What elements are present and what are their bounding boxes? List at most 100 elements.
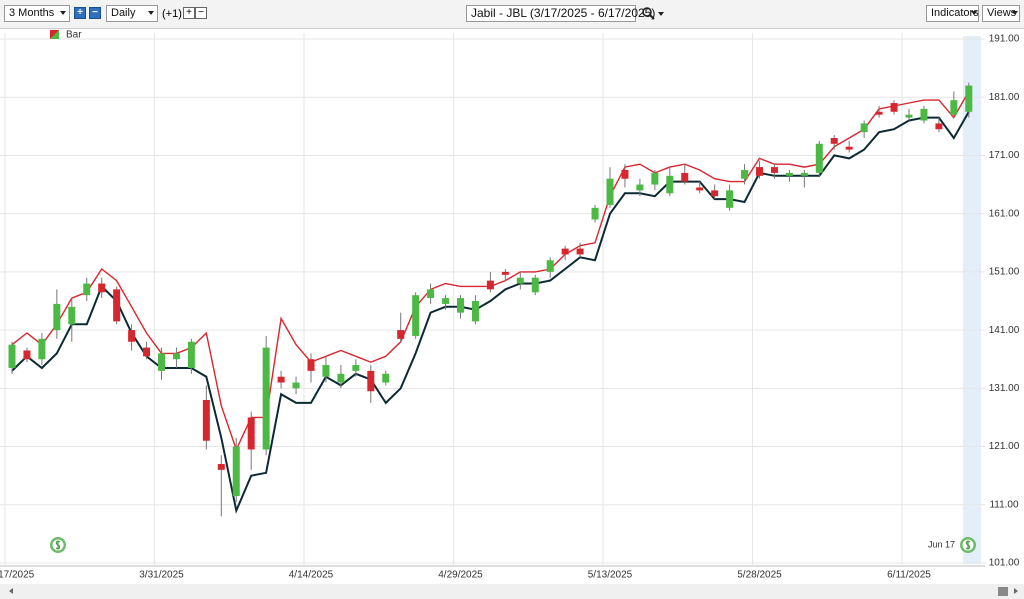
scrollbar[interactable] (0, 584, 1024, 599)
candle-body (935, 123, 943, 130)
scroll-left[interactable] (9, 588, 13, 594)
candle-body (143, 347, 151, 357)
current-day-shade (963, 36, 981, 564)
x-tick-label: 5/13/2025 (588, 570, 633, 581)
candle-body (711, 190, 719, 197)
candle-body (621, 170, 629, 179)
candle-body (666, 175, 674, 194)
candle-body (247, 417, 255, 450)
candle-body (591, 207, 599, 220)
candle-body (770, 167, 778, 173)
toolbar: 3 Months + − Daily (+1) + − Jabil - JBL … (0, 0, 1024, 29)
band-line (11, 111, 970, 514)
indicators-button[interactable]: Indicators (926, 5, 979, 22)
candle-body (965, 85, 973, 112)
candle-body (950, 100, 958, 115)
candle-body (172, 353, 180, 360)
candle-body (501, 271, 509, 275)
candle-body (98, 283, 106, 293)
candle-body (756, 167, 763, 176)
candle-body (785, 172, 793, 176)
candle-body (800, 172, 808, 176)
y-tick-label: 101.00 (989, 558, 1020, 569)
symbol-label: Jabil - JBL (3/17/2025 - 6/17/2025) (471, 6, 656, 20)
candle-body (292, 382, 300, 389)
candle-body (681, 172, 689, 182)
candle-body (457, 298, 464, 313)
candle-body (920, 108, 928, 121)
candle-body (427, 289, 435, 299)
candle-body (38, 338, 46, 360)
zoom-out[interactable]: − (89, 7, 101, 19)
candle-body (561, 248, 569, 255)
candle-body (905, 114, 913, 118)
candle-body (636, 184, 644, 191)
legend-icon-down (50, 30, 59, 39)
candle-body (8, 344, 16, 368)
y-tick-label: 121.00 (989, 441, 1020, 452)
candle-body (158, 353, 165, 371)
candle-body (277, 376, 285, 383)
x-tick-label: 4/14/2025 (289, 570, 334, 581)
candle-body (875, 111, 883, 115)
candle-body (83, 283, 91, 296)
scroll-right[interactable] (1014, 588, 1018, 594)
period-select[interactable]: 3 Months (4, 5, 70, 22)
candle-body (845, 146, 853, 150)
interval-label: Daily (111, 7, 136, 19)
plot-bg (0, 29, 1024, 582)
indicators-label: Indicators (931, 7, 979, 19)
candle-body (68, 306, 76, 325)
candle-body (860, 123, 868, 133)
x-tick-label: 6/11/2025 (887, 570, 931, 581)
candle-body (113, 289, 121, 322)
y-tick-label: 161.00 (989, 208, 1020, 219)
y-tick-label: 171.00 (989, 150, 1020, 161)
candle-body (442, 298, 450, 304)
candle-body (352, 365, 360, 371)
candle-body (531, 277, 539, 293)
dividend-icon (50, 537, 66, 553)
candle-body (382, 373, 390, 383)
candle-body (471, 301, 479, 322)
candle-body (23, 350, 31, 360)
offset-minus[interactable]: − (195, 7, 207, 19)
dividend-icon (960, 537, 976, 553)
candle-body (516, 277, 524, 284)
interval-select[interactable]: Daily (106, 5, 158, 22)
candle-body (367, 370, 375, 392)
candle-body (128, 330, 136, 342)
candle-body (486, 280, 494, 290)
y-tick-label: 111.00 (989, 499, 1019, 510)
candle-body (830, 137, 838, 144)
candle-body (232, 446, 240, 497)
zoom-in[interactable]: + (74, 7, 86, 19)
candle-body (726, 190, 734, 208)
cursor-label: Jun 17 (928, 539, 955, 549)
candle-body (815, 143, 823, 173)
candle-body (412, 295, 420, 336)
x-tick-label: 4/29/2025 (438, 570, 483, 581)
candle-body (53, 303, 61, 331)
candle-body (202, 399, 210, 441)
candle-body (546, 260, 554, 272)
views-button[interactable]: Views (982, 5, 1020, 22)
candle-body (576, 248, 584, 255)
y-tick-label: 141.00 (989, 325, 1020, 336)
y-tick-label: 151.00 (989, 267, 1020, 278)
scroll-thumb[interactable] (998, 587, 1008, 596)
search-icon[interactable] (641, 6, 665, 22)
x-tick-label: 3/31/2025 (139, 570, 184, 581)
candle-body (606, 178, 614, 205)
candle-body (307, 359, 315, 371)
offset-plus[interactable]: + (183, 7, 195, 19)
y-tick-label: 181.00 (989, 92, 1020, 103)
period-label: 3 Months (9, 7, 55, 19)
symbol-box[interactable]: Jabil - JBL (3/17/2025 - 6/17/2025) (466, 5, 655, 22)
candle-body (890, 103, 898, 112)
y-tick-label: 131.00 (989, 383, 1020, 394)
candle-body (187, 341, 195, 368)
candle-body (337, 373, 345, 383)
x-tick-label: 5/28/2025 (737, 570, 782, 581)
